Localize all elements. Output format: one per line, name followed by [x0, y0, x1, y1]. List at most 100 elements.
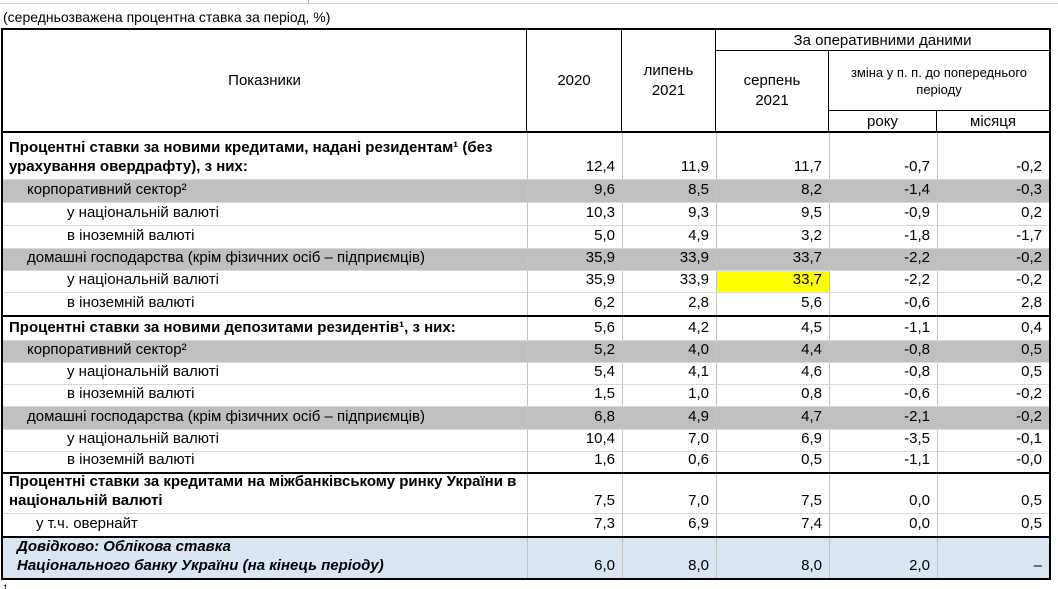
value-cell[interactable]: -0,6	[829, 293, 937, 315]
value-cell[interactable]: -2,2	[829, 249, 937, 270]
value-cell[interactable]: 6,9	[622, 514, 716, 536]
value-cell[interactable]: 8,2	[716, 180, 829, 202]
row-label-cell[interactable]: домашні господарства (крім фізичних осіб…	[27, 408, 425, 425]
value-cell[interactable]: -2,2	[829, 271, 937, 292]
value-cell[interactable]: 5,4	[527, 363, 622, 384]
header-operative-data[interactable]: За оперативними даними	[716, 30, 1049, 51]
value-cell[interactable]: -0,8	[829, 363, 937, 384]
row-label-cell[interactable]: у національній валюті	[67, 271, 219, 288]
value-cell[interactable]: 2,0	[829, 538, 937, 578]
value-cell[interactable]: 4,2	[622, 317, 716, 340]
value-cell[interactable]: 33,9	[622, 271, 716, 292]
value-cell[interactable]: 12,4	[527, 133, 622, 179]
header-change-pp[interactable]: зміна у п. п. до попереднього періоду	[829, 51, 1049, 111]
row-label-cell[interactable]: в іноземній валюті	[67, 227, 195, 244]
value-cell[interactable]: 4,0	[622, 341, 716, 362]
value-cell[interactable]: -0,2	[937, 271, 1049, 292]
value-cell[interactable]: 4,1	[622, 363, 716, 384]
value-cell[interactable]: -0,2	[937, 407, 1049, 429]
value-cell[interactable]: -0,9	[829, 203, 937, 225]
value-cell[interactable]: 0,6	[622, 451, 716, 472]
value-cell[interactable]: -0,2	[937, 133, 1049, 179]
value-cell[interactable]: 5,6	[716, 293, 829, 315]
header-month[interactable]: місяця	[970, 112, 1016, 130]
value-cell[interactable]: 7,0	[622, 430, 716, 451]
header-august-2021[interactable]: серпень 2021	[716, 51, 829, 131]
value-cell[interactable]: 4,7	[716, 407, 829, 429]
row-label-cell[interactable]: в іноземній валюті	[67, 294, 195, 311]
row-label-cell[interactable]: Процентні ставки за новими депозитами ре…	[9, 319, 456, 336]
value-cell[interactable]: 9,3	[622, 203, 716, 225]
value-cell[interactable]: 4,6	[716, 363, 829, 384]
value-cell[interactable]: 8,0	[716, 538, 829, 578]
value-cell[interactable]: -0,1	[937, 430, 1049, 451]
row-label-cell[interactable]: Процентні ставки за кредитами на міжбанк…	[9, 473, 517, 509]
row-label-cell[interactable]: у національній валюті	[67, 204, 219, 221]
value-cell[interactable]: -1,4	[829, 180, 937, 202]
value-cell[interactable]: 1,5	[527, 385, 622, 406]
value-cell[interactable]: 33,7	[716, 249, 829, 270]
value-cell[interactable]: -3,5	[829, 430, 937, 451]
value-cell[interactable]: 5,2	[527, 341, 622, 362]
value-cell[interactable]: 9,6	[527, 180, 622, 202]
value-cell[interactable]: 0,5	[716, 451, 829, 472]
value-cell[interactable]: 2,8	[622, 293, 716, 315]
header-july-2021[interactable]: липень 2021	[622, 30, 716, 131]
value-cell[interactable]: 0,5	[937, 341, 1049, 362]
row-label-cell[interactable]: Довідково: Облікова ставка Національного …	[17, 538, 384, 574]
value-cell[interactable]: 8,5	[622, 180, 716, 202]
value-cell[interactable]: 4,9	[622, 226, 716, 248]
value-cell[interactable]: -0,7	[829, 133, 937, 179]
header-2020[interactable]: 2020	[527, 30, 622, 131]
value-cell[interactable]: –	[937, 538, 1049, 578]
value-cell[interactable]: 4,5	[716, 317, 829, 340]
row-label-cell[interactable]: у національній валюті	[67, 363, 219, 380]
header-year[interactable]: року	[829, 111, 937, 131]
highlighted-value-cell[interactable]: 33,7	[716, 271, 829, 292]
row-label-cell[interactable]: у т.ч. овернайт	[36, 515, 138, 532]
row-label-cell[interactable]: корпоративний сектор²	[27, 341, 187, 358]
value-cell[interactable]: 0,0	[829, 474, 937, 513]
value-cell[interactable]: 35,9	[527, 249, 622, 270]
value-cell[interactable]: -2,1	[829, 407, 937, 429]
value-cell[interactable]: -1,1	[829, 451, 937, 472]
value-cell[interactable]: 7,5	[527, 474, 622, 513]
value-cell[interactable]: 0,8	[716, 385, 829, 406]
value-cell[interactable]: 0,5	[937, 363, 1049, 384]
value-cell[interactable]: 4,9	[622, 407, 716, 429]
value-cell[interactable]: 10,3	[527, 203, 622, 225]
value-cell[interactable]: 0,2	[937, 203, 1049, 225]
value-cell[interactable]: 5,0	[527, 226, 622, 248]
value-cell[interactable]: 33,9	[622, 249, 716, 270]
value-cell[interactable]: -0,2	[937, 385, 1049, 406]
value-cell[interactable]: -1,8	[829, 226, 937, 248]
value-cell[interactable]: 1,6	[527, 451, 622, 472]
value-cell[interactable]: 11,7	[716, 133, 829, 179]
value-cell[interactable]: -1,7	[937, 226, 1049, 248]
value-cell[interactable]: 10,4	[527, 430, 622, 451]
header-indicators[interactable]: Показники	[3, 30, 527, 131]
table-subtitle[interactable]: (середньозважена процентна ставка за пер…	[3, 9, 331, 25]
value-cell[interactable]: -0,2	[937, 249, 1049, 270]
value-cell[interactable]: 0,4	[937, 317, 1049, 340]
value-cell[interactable]: 6,2	[527, 293, 622, 315]
value-cell[interactable]: -0,8	[829, 341, 937, 362]
value-cell[interactable]: -0,6	[829, 385, 937, 406]
row-label-cell[interactable]: в іноземній валюті	[67, 385, 195, 402]
row-label-cell[interactable]: Процентні ставки за новими кредитами, на…	[9, 139, 493, 175]
value-cell[interactable]: 0,5	[937, 514, 1049, 536]
row-label-cell[interactable]: корпоративний сектор²	[27, 181, 187, 198]
row-label-cell[interactable]: в іноземній валюті	[67, 451, 195, 468]
value-cell[interactable]: 7,0	[622, 474, 716, 513]
value-cell[interactable]: 2,8	[937, 293, 1049, 315]
value-cell[interactable]: 0,0	[829, 514, 937, 536]
value-cell[interactable]: 7,3	[527, 514, 622, 536]
value-cell[interactable]: 3,2	[716, 226, 829, 248]
value-cell[interactable]: 4,4	[716, 341, 829, 362]
value-cell[interactable]: 6,8	[527, 407, 622, 429]
value-cell[interactable]: 11,9	[622, 133, 716, 179]
row-label-cell[interactable]: домашні господарства (крім фізичних осіб…	[27, 249, 425, 266]
value-cell[interactable]: 1,0	[622, 385, 716, 406]
value-cell[interactable]: 35,9	[527, 271, 622, 292]
row-label-cell[interactable]: у національній валюті	[67, 430, 219, 447]
